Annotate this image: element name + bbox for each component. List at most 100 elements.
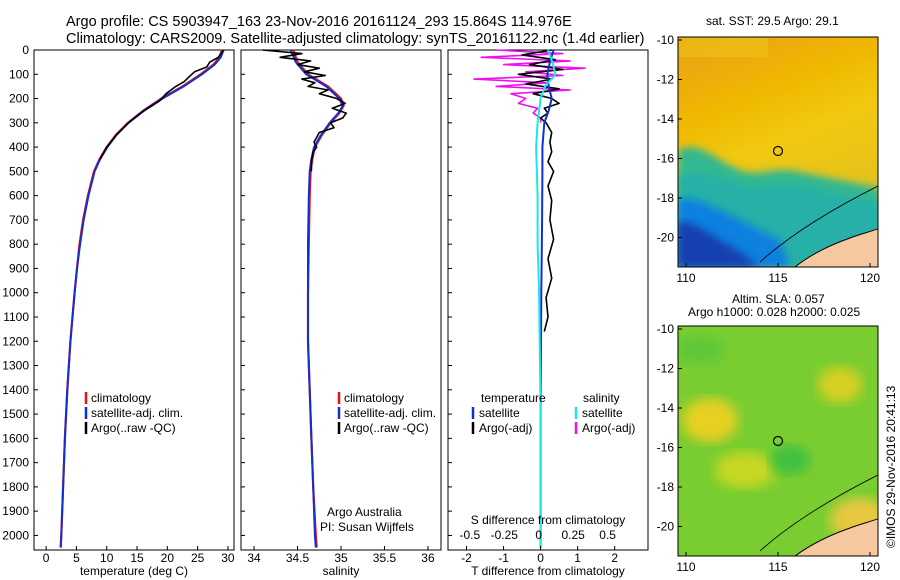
sla-land-australia xyxy=(794,518,878,556)
depth-tick-label: 1500 xyxy=(2,407,29,421)
x-tick-label: 35.5 xyxy=(373,551,397,565)
depth-tick-label: 1000 xyxy=(2,286,29,300)
sla-isobath xyxy=(759,474,878,552)
salinity-legend: climatology satellite-adj. clim. Argo(..… xyxy=(337,391,436,435)
difference-plot-frame xyxy=(447,49,649,551)
depth-tick-label: 800 xyxy=(9,237,29,251)
depth-tick-label: 400 xyxy=(9,140,29,154)
depth-tick-label: 1100 xyxy=(3,310,29,324)
legend-argo-label: Argo(..raw -QC) xyxy=(344,421,429,435)
sla-argo-location-marker xyxy=(772,435,784,447)
s-tick-label: -0.5 xyxy=(460,528,481,542)
depth-tick-label: 1600 xyxy=(2,431,29,445)
depth-tick-label: 700 xyxy=(9,213,29,227)
depth-tick-label: 1300 xyxy=(2,359,29,373)
difference-legend: temperature satellite Argo(-adj) salinit… xyxy=(471,391,635,435)
x-tick-label: -1 xyxy=(498,551,509,565)
figure-title-line2: Climatology: CARS2009. Satellite-adjuste… xyxy=(66,31,645,47)
sla-high-anomaly xyxy=(818,367,862,403)
depth-tick-label: 2000 xyxy=(2,528,29,542)
sst-land-australia xyxy=(794,228,878,267)
map-lon-label: 110 xyxy=(676,271,695,285)
map-lat-label: -16 xyxy=(657,441,675,455)
map-lat-label: -16 xyxy=(657,152,675,166)
map-lon-label: 120 xyxy=(860,271,880,285)
x-tick-label: 35 xyxy=(334,551,348,565)
legend-s-argo-label: Argo(-adj) xyxy=(582,421,635,435)
map-lat-label: -12 xyxy=(657,73,675,87)
sst-deep-blue-water xyxy=(678,221,760,267)
sla-map-title-line1: Altim. SLA: 0.057 xyxy=(732,292,825,306)
sst-isobath xyxy=(759,185,878,263)
x-tick-label: 20 xyxy=(161,551,175,565)
legend-t-satellite-label: satellite xyxy=(479,406,520,420)
s-tick-label: 0.5 xyxy=(599,528,616,542)
map-lat-label: -14 xyxy=(657,401,675,415)
temperature-plot-frame xyxy=(33,49,235,551)
legend-temperature-header: temperature xyxy=(481,391,546,405)
temperature-satellite-adj-clim--line xyxy=(59,49,225,548)
map-lon-label: 120 xyxy=(860,560,880,574)
difference-series-group xyxy=(473,49,586,548)
depth-tick-label: 200 xyxy=(9,92,29,106)
x-tick-label: 1 xyxy=(574,551,581,565)
x-tick-label: -2 xyxy=(461,551,472,565)
difference-from-climatology-salinity-satellite-line xyxy=(535,49,557,548)
map-lat-label: -12 xyxy=(657,362,675,376)
temperature-legend: climatology satellite-adj. clim. Argo(..… xyxy=(84,391,183,435)
depth-tick-label: 500 xyxy=(9,164,29,178)
sla-map xyxy=(677,325,879,557)
salinity-plot-frame xyxy=(240,49,442,551)
s-tick-label: 0 xyxy=(535,528,542,542)
map-axes: -10 -12 -14 -16 -18 -20 110 115 120 -10 -12 -14 -16 -… xyxy=(657,33,881,574)
sst-map xyxy=(677,36,879,268)
temperature-xlabel: temperature (deg C) xyxy=(80,564,188,578)
x-tick-label: 10 xyxy=(100,551,114,565)
temperature-series-group xyxy=(59,49,225,548)
x-tick-label: 2 xyxy=(611,551,618,565)
x-tick-label: 25 xyxy=(191,551,205,565)
depth-tick-label: 1400 xyxy=(2,383,29,397)
map-lat-label: -20 xyxy=(657,231,675,245)
figure-title-line1: Argo profile: CS 5903947_163 23-Nov-2016… xyxy=(66,14,572,30)
temperature-argo-raw-qc--line xyxy=(99,49,224,160)
temperature-panel: 0100200300400500600700800900100011001200… xyxy=(2,43,235,578)
difference-t-axis: -2 -1 0 1 2 xyxy=(461,546,618,565)
x-tick-label: 5 xyxy=(73,551,80,565)
x-tick-label: 0 xyxy=(43,551,50,565)
depth-tick-label: 600 xyxy=(9,189,29,203)
s-tick-label: -0.25 xyxy=(491,528,519,542)
map-lat-label: -20 xyxy=(657,520,675,534)
sst-warm-band xyxy=(678,37,768,57)
salinity-xlabel: salinity xyxy=(323,564,360,578)
imos-credit: ©IMOS 29-Nov-2016 20:41:13 xyxy=(884,385,898,548)
legend-satellite-label: satellite-adj. clim. xyxy=(91,406,183,420)
depth-tick-label: 0 xyxy=(22,43,29,57)
legend-s-satellite-label: satellite xyxy=(582,406,623,420)
legend-climatology-label: climatology xyxy=(344,391,404,405)
depth-tick-label: 1900 xyxy=(2,504,29,518)
sla-low-anomaly xyxy=(770,445,810,475)
sla-high-anomaly xyxy=(715,452,775,488)
x-tick-label: 36 xyxy=(421,551,435,565)
difference-from-climatology-temperature-argo-adj--line xyxy=(517,49,564,332)
map-lat-label: -18 xyxy=(657,480,675,494)
sst-argo-location-marker xyxy=(772,145,784,157)
temperature-x-axis: 0 5 10 15 20 25 30 xyxy=(43,546,235,565)
legend-salinity-header: salinity xyxy=(583,391,620,405)
pi-annotation: PI: Susan Wijffels xyxy=(320,520,414,534)
legend-t-argo-label: Argo(-adj) xyxy=(479,421,532,435)
legend-climatology-label: climatology xyxy=(91,391,151,405)
depth-tick-label: 300 xyxy=(9,116,29,130)
argo-australia-annotation: Argo Australia xyxy=(327,505,402,519)
difference-depth-ticks xyxy=(448,49,452,536)
map-lat-label: -10 xyxy=(657,322,675,336)
depth-tick-label: 900 xyxy=(9,261,29,275)
map-lat-label: -18 xyxy=(657,191,675,205)
x-tick-label: 30 xyxy=(221,551,235,565)
map-lon-label: 110 xyxy=(676,560,695,574)
salinity-argo-raw-qc--line xyxy=(262,49,348,172)
depth-tick-label: 1800 xyxy=(2,480,29,494)
s-tick-label: 0.25 xyxy=(562,528,586,542)
